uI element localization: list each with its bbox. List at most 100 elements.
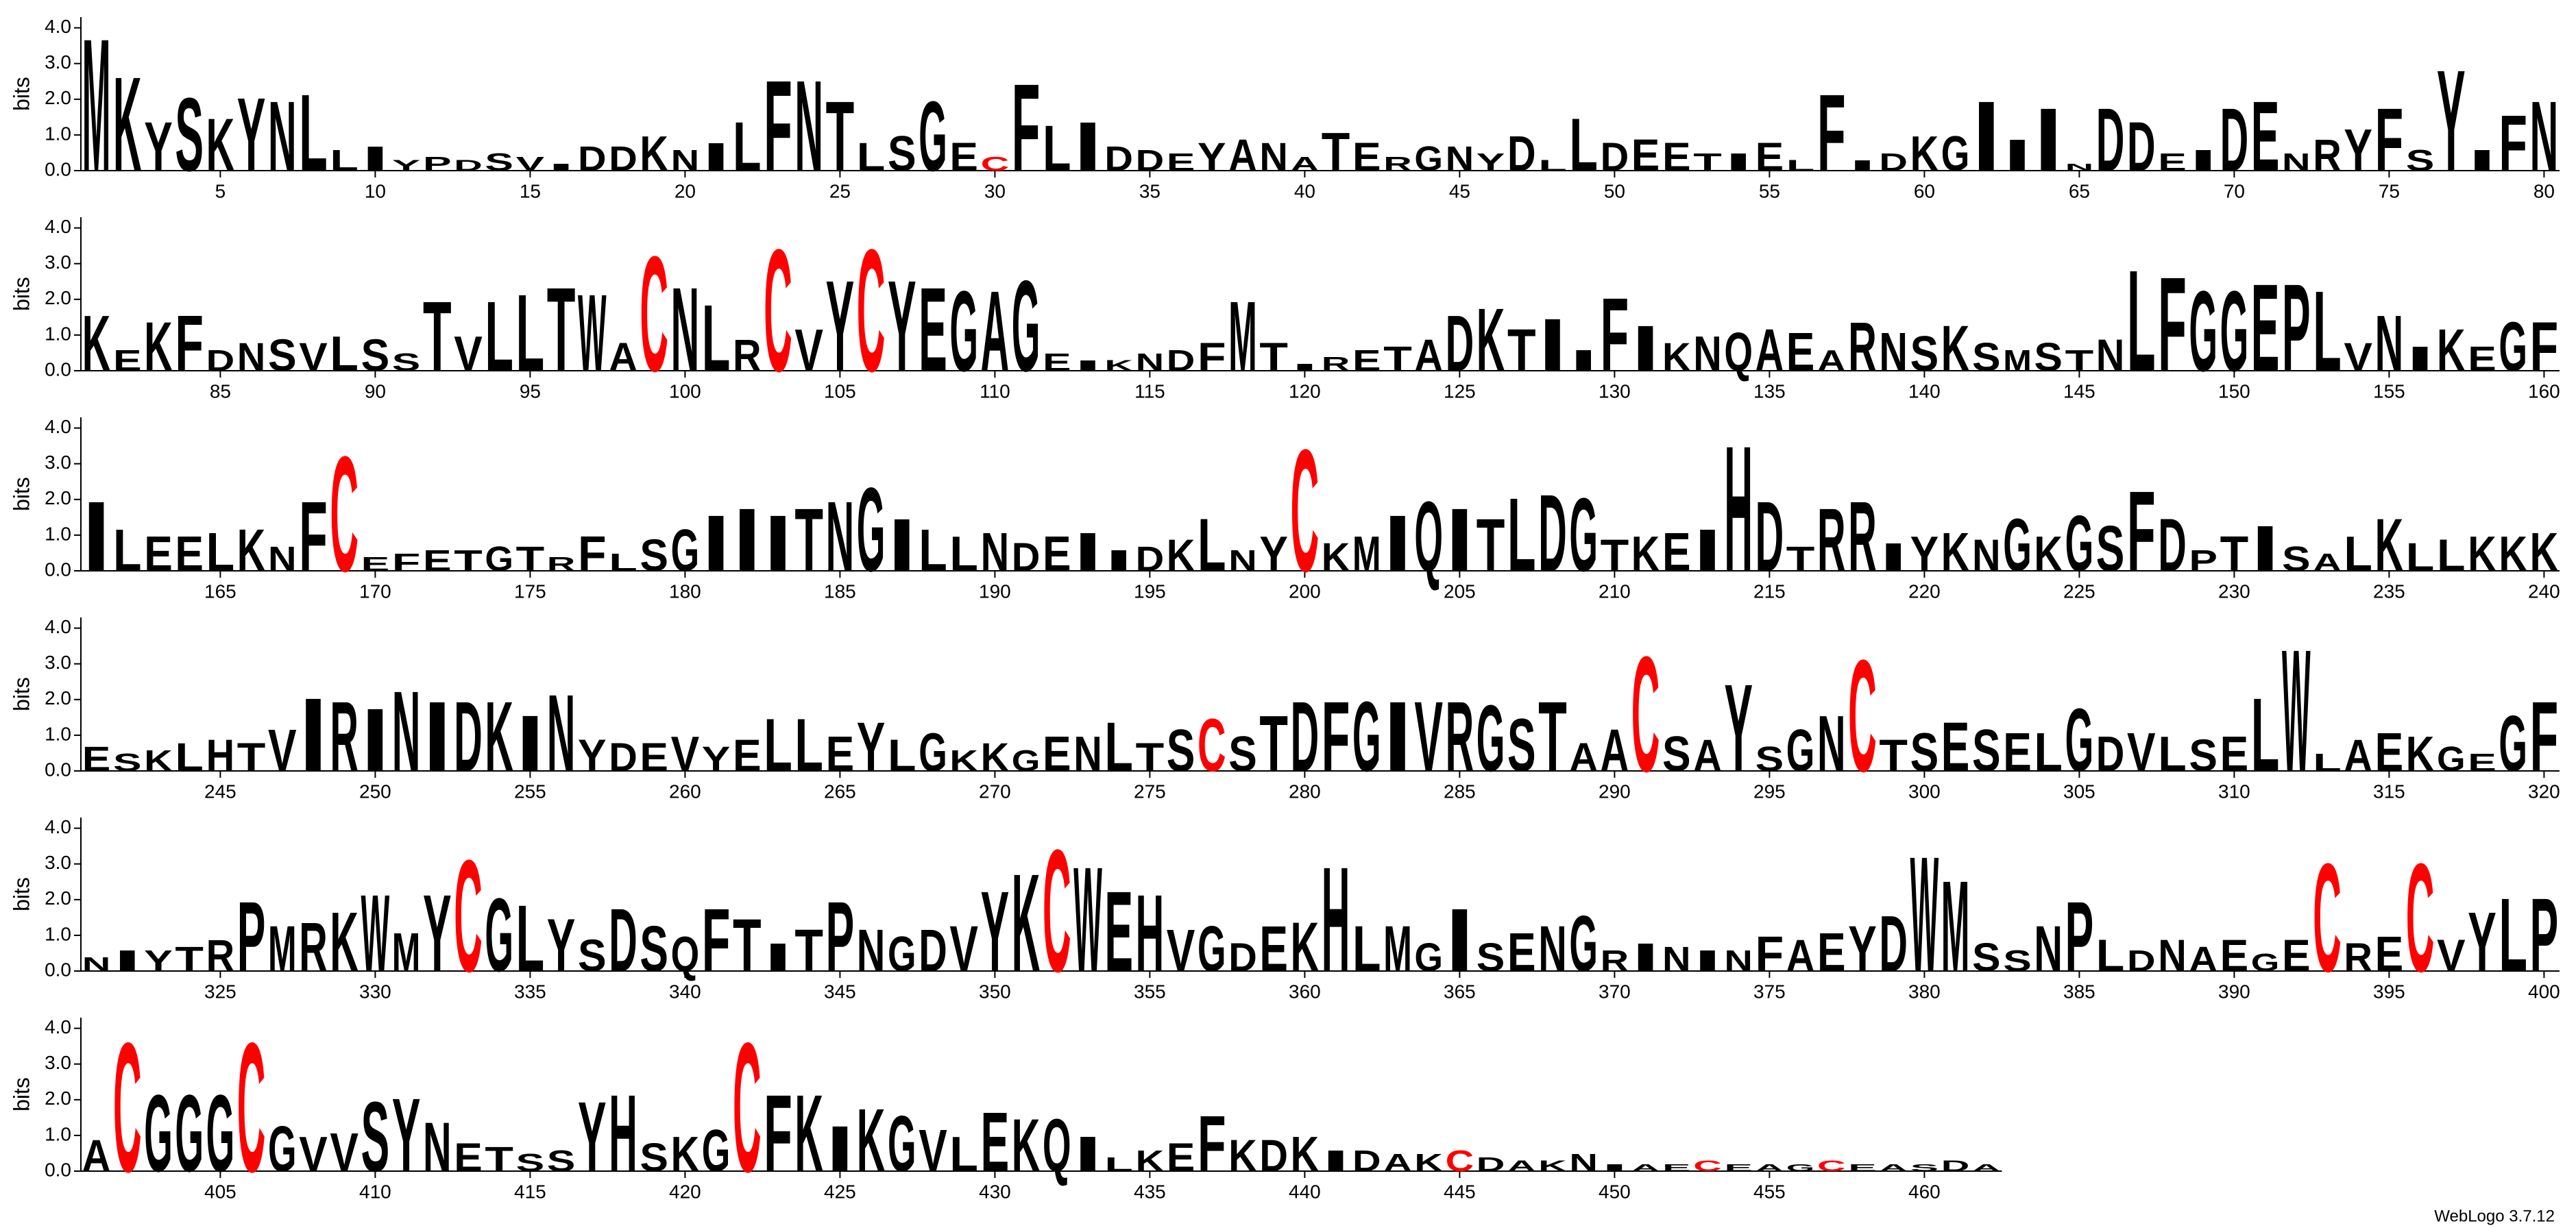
logo-letter: H bbox=[1322, 835, 1350, 1003]
logo-letter: L bbox=[2034, 722, 2063, 783]
logo-letter: G bbox=[2065, 690, 2094, 790]
logo-letter: V bbox=[919, 1117, 947, 1184]
logo-letter: F bbox=[299, 481, 328, 592]
x-tick-label: 150 bbox=[2218, 380, 2250, 402]
logo-letter: E bbox=[1167, 1135, 1195, 1180]
logo-letter: H bbox=[1724, 410, 1753, 610]
logo-letter: T bbox=[1322, 121, 1350, 182]
logo-letter: D bbox=[1291, 681, 1320, 792]
logo-letter: D bbox=[2158, 504, 2187, 587]
x-tick-label: 355 bbox=[1134, 981, 1166, 1002]
logo-letter: S bbox=[175, 77, 204, 193]
y-tick-label: 3.0 bbox=[45, 1052, 71, 1073]
x-tick-label: 65 bbox=[2069, 180, 2090, 201]
logo-letter: Y bbox=[826, 254, 855, 399]
logo-letter: A bbox=[1291, 153, 1320, 175]
logo-letter: Y bbox=[857, 709, 886, 786]
logo-letter: N bbox=[1136, 348, 1165, 376]
x-tick-label: 170 bbox=[359, 580, 391, 602]
logo-letter: I bbox=[2406, 339, 2435, 378]
x-tick-label: 415 bbox=[514, 1181, 546, 1202]
x-tick-label: 190 bbox=[979, 580, 1011, 602]
logo-letter: D bbox=[1167, 344, 1195, 378]
logo-letter: Y bbox=[237, 77, 266, 193]
logo-letter: E bbox=[454, 1135, 483, 1180]
x-tick-label: 220 bbox=[1908, 580, 1941, 602]
logo-letter: F bbox=[1198, 335, 1226, 380]
logo-letter: V bbox=[299, 1126, 328, 1182]
logo-letter: K bbox=[1136, 1144, 1165, 1178]
logo-letter: E bbox=[919, 263, 947, 397]
logo-letter: D bbox=[1755, 481, 1784, 592]
logo-letter: I bbox=[2189, 144, 2217, 177]
logo-letter: I bbox=[1972, 81, 2001, 192]
logo-letter: I bbox=[1383, 499, 1412, 588]
logo-letter: G bbox=[2003, 504, 2032, 587]
logo-letter: I bbox=[1104, 544, 1133, 578]
y-tick-label: 1.0 bbox=[45, 323, 71, 344]
logo-letter: K bbox=[82, 299, 111, 388]
logo-letter: G bbox=[1569, 899, 1598, 988]
logo-letter: F bbox=[1601, 277, 1629, 393]
logo-letter: T bbox=[1538, 681, 1567, 792]
logo-letter: K bbox=[981, 735, 1010, 780]
logo-letter: L bbox=[330, 144, 359, 177]
logo-letter: A bbox=[981, 267, 1010, 395]
x-tick-label: 410 bbox=[359, 1181, 391, 1202]
logo-letter: E bbox=[423, 544, 452, 578]
logo-letter: Y bbox=[144, 944, 173, 978]
logo-letter: L bbox=[2313, 267, 2342, 395]
logo-letter: M bbox=[1941, 855, 1970, 999]
logo-letter: N bbox=[1569, 1149, 1598, 1177]
y-tick-label: 4.0 bbox=[45, 216, 71, 237]
x-tick-label: 260 bbox=[669, 781, 701, 802]
y-tick-label: 3.0 bbox=[45, 652, 71, 673]
logo-letter: M bbox=[2003, 344, 2032, 378]
logo-letter: R bbox=[2313, 130, 2342, 180]
logo-letter: A bbox=[2313, 548, 2342, 576]
x-tick-label: 295 bbox=[1753, 781, 1786, 802]
logo-letter: L bbox=[2499, 877, 2527, 994]
logo-letter: G bbox=[1352, 681, 1381, 792]
x-tick-label: 360 bbox=[1289, 981, 1321, 1002]
x-tick-label: 380 bbox=[1908, 981, 1941, 1002]
logo-letter: Y bbox=[1724, 659, 1753, 798]
logo-letter: I bbox=[1073, 357, 1102, 373]
logo-letter: C bbox=[764, 213, 792, 408]
logo-letter: C bbox=[454, 826, 483, 1005]
logo-letter: D bbox=[2096, 726, 2125, 782]
logo-letter: E bbox=[1662, 135, 1691, 180]
logo-letter: D bbox=[1477, 1153, 1505, 1176]
logo-letter: I bbox=[1383, 681, 1412, 792]
logo-letter: Y bbox=[702, 739, 731, 778]
logo-letter: Q bbox=[671, 926, 700, 982]
logo-letter: S bbox=[888, 125, 916, 182]
logo-letter: I bbox=[1073, 1126, 1102, 1182]
x-tick-label: 115 bbox=[1134, 380, 1165, 402]
logo-letter: C bbox=[857, 213, 886, 408]
logo-letter: K bbox=[2499, 526, 2527, 582]
logo-letter: I bbox=[1724, 148, 1753, 176]
logo-letter: C bbox=[237, 1005, 266, 1211]
logo-letter: V bbox=[330, 1122, 359, 1183]
logo-letter: V bbox=[2127, 722, 2156, 783]
x-tick-label: 180 bbox=[669, 580, 701, 602]
x-tick-label: 305 bbox=[2063, 781, 2095, 802]
logo-letter: S bbox=[640, 530, 668, 580]
logo-letter: G bbox=[888, 1099, 916, 1188]
x-tick-label: 300 bbox=[1908, 781, 1941, 802]
logo-letter: L bbox=[516, 885, 545, 992]
y-tick-label: 3.0 bbox=[45, 51, 71, 73]
footer: WebLogo 3.7.12 bbox=[2434, 1207, 2555, 1225]
logo-letter: K bbox=[1477, 290, 1505, 390]
y-axis-label: bits bbox=[9, 1077, 34, 1112]
x-tick-label: 310 bbox=[2218, 781, 2250, 802]
x-tick-label: 285 bbox=[1444, 781, 1476, 802]
logo-letter: F bbox=[764, 54, 792, 199]
logo-letter: I bbox=[2251, 512, 2280, 585]
logo-letter: M bbox=[392, 922, 421, 983]
logo-letter: N bbox=[1724, 944, 1753, 978]
x-tick-label: 345 bbox=[824, 981, 856, 1002]
x-tick-label: 325 bbox=[204, 981, 236, 1002]
